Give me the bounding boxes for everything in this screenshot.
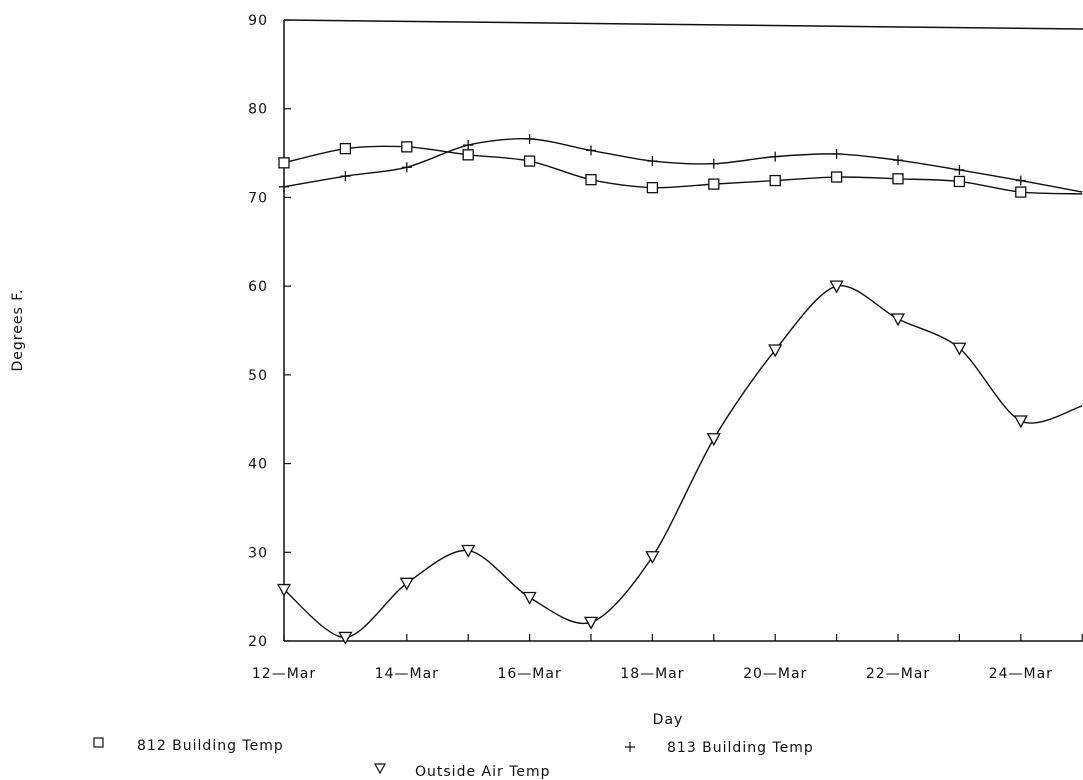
y-tick-label: 50 [248,368,268,384]
data-point [585,174,597,186]
data-point [769,174,781,187]
x-tick-label: 22—Mar [866,666,930,682]
x-tick-label: 18—Mar [620,666,684,682]
series-2 [279,133,1083,193]
data-point [708,158,719,169]
data-point [583,616,599,630]
x-tick-label: 12—Mar [252,666,316,682]
data-point [522,591,537,605]
legend-label-813: 813 Building Temp [667,740,814,756]
y-axis-title: Degrees F. [10,289,26,372]
y-tick-label: 70 [248,190,268,206]
y-tick-label: 20 [248,634,268,650]
data-point [463,140,474,151]
data-point [279,181,289,192]
data-point [890,313,906,327]
data-point [829,280,844,294]
y-tick-label: 40 [248,457,268,473]
x-axis-title: Day [653,712,684,728]
x-tick-label: 20—Mar [743,666,807,682]
series-layer [276,133,1083,645]
square-marker-icon [93,737,104,748]
series-line [283,138,1083,193]
data-point [338,631,353,645]
x-tick-label: 16—Mar [497,666,561,682]
data-point [768,344,783,358]
data-point [524,133,535,144]
data-point [523,155,536,167]
data-point [461,544,476,558]
legend: 812 Building Temp 813 Building Temp Outs… [93,737,814,780]
data-point [401,162,412,173]
legend-label-outside: Outside Air Temp [415,764,551,780]
data-point [892,173,904,185]
y-tick-label: 30 [248,545,268,561]
data-point [893,155,903,166]
data-point [586,145,596,156]
data-point [1013,415,1028,429]
data-point [462,149,474,161]
data-point [1015,186,1027,198]
x-tick-label: 14—Mar [375,666,439,682]
y-ticks: 20 30 40 50 60 70 80 90 [248,13,291,650]
series-1 [278,141,1083,198]
plus-marker-icon [625,742,635,752]
data-point [645,551,660,565]
series-3 [276,280,1083,645]
data-point [1015,175,1026,186]
data-point [708,178,720,190]
data-point [831,148,842,159]
y-tick-label: 60 [248,279,268,295]
legend-item-812: 812 Building Temp [93,737,284,754]
data-point [647,156,658,167]
x-tick-label: 24—Mar [989,666,1053,682]
data-point [646,182,659,194]
legend-item-outside: Outside Air Temp [373,763,551,780]
data-point [706,433,721,447]
data-point [399,577,414,591]
legend-label-812: 812 Building Temp [137,738,284,754]
y-tick-label: 90 [248,13,268,29]
series-line [283,145,1083,195]
data-point [952,342,967,356]
x-ticks: 12—Mar 14—Mar 16—Mar 18—Mar 20—Mar 22—Mar 24—M… [252,634,1083,682]
data-point [954,164,965,175]
data-point [339,142,352,155]
data-point [953,175,966,188]
data-point [278,157,290,169]
y-tick-label: 80 [248,102,268,118]
data-point [276,583,292,597]
data-point [340,171,351,182]
data-point [401,141,413,153]
top-border [283,19,1083,30]
legend-item-813: 813 Building Temp [625,740,814,756]
data-point [770,151,781,162]
triangle-down-marker-icon [373,763,387,775]
data-point [830,171,843,183]
